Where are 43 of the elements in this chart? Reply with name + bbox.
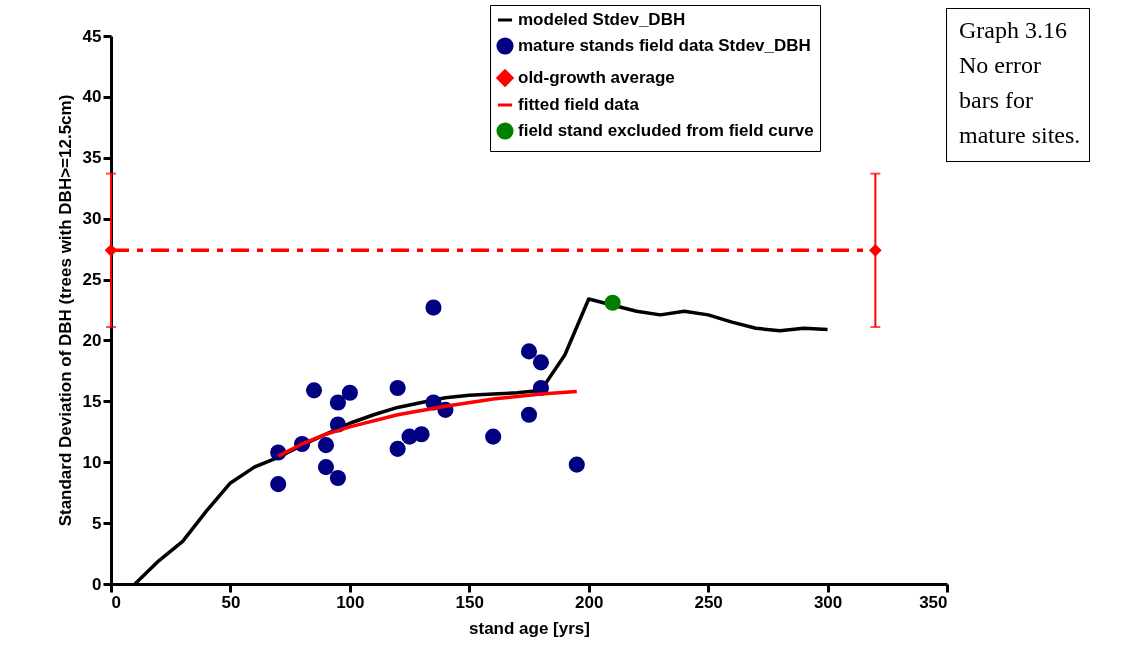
- point: [485, 428, 502, 445]
- y-tick-label: 5: [92, 513, 102, 533]
- point: [329, 470, 346, 487]
- point: [305, 382, 323, 399]
- point: [317, 437, 335, 454]
- legend-label: mature stands field data Stdev_DBH: [518, 36, 811, 55]
- x-tick-label: 100: [336, 592, 365, 612]
- y-tick-label: 40: [82, 87, 102, 107]
- legend-label: old-growth average: [518, 68, 675, 87]
- point: [604, 294, 621, 311]
- point: [270, 476, 287, 493]
- x-tick-label: 250: [694, 592, 723, 612]
- point: [341, 384, 358, 401]
- x-tick-label: 0: [111, 592, 121, 612]
- point: [568, 456, 585, 473]
- x-tick-label: 300: [813, 592, 843, 612]
- point: [425, 299, 442, 316]
- legend-label: field stand excluded from field curve: [518, 121, 814, 140]
- point: [389, 379, 406, 396]
- point: [413, 426, 430, 443]
- y-tick-label: 35: [82, 148, 102, 168]
- y-axis-title: Standard Deviation of DBH (trees with DBH>=12.5cm): [55, 94, 75, 527]
- x-axis-title: stand age [yrs]: [469, 618, 590, 638]
- point: [532, 354, 549, 371]
- point: [329, 394, 346, 411]
- x-tick-label: 150: [455, 592, 484, 612]
- point: [389, 440, 406, 457]
- y-tick-label: 30: [82, 209, 102, 229]
- y-tick-label: 20: [82, 330, 102, 350]
- caption: Graph 3.16 No error bars for mature sites.: [946, 8, 1090, 162]
- legend-label: modeled Stdev_DBH: [518, 10, 686, 29]
- legend-label: fitted field data: [518, 95, 640, 114]
- point: [317, 459, 335, 476]
- y-tick-label: 25: [82, 270, 102, 290]
- point: [520, 343, 538, 360]
- y-tick-label: 0: [92, 574, 102, 594]
- x-tick-label: 50: [221, 592, 241, 612]
- point: [520, 406, 538, 423]
- y-tick-label: 10: [82, 452, 102, 472]
- y-tick-label: 15: [82, 391, 102, 411]
- x-tick-label: 200: [575, 592, 604, 612]
- x-tick-label: 350: [919, 592, 948, 612]
- y-tick-label: 45: [82, 26, 102, 46]
